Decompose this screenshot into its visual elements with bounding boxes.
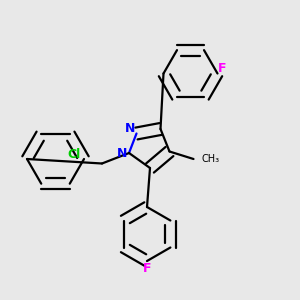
Text: N: N [117, 147, 128, 160]
Text: CH₃: CH₃ [202, 154, 220, 164]
Text: F: F [143, 262, 151, 275]
Text: Cl: Cl [67, 148, 80, 161]
Text: F: F [218, 61, 226, 75]
Text: N: N [125, 122, 136, 135]
